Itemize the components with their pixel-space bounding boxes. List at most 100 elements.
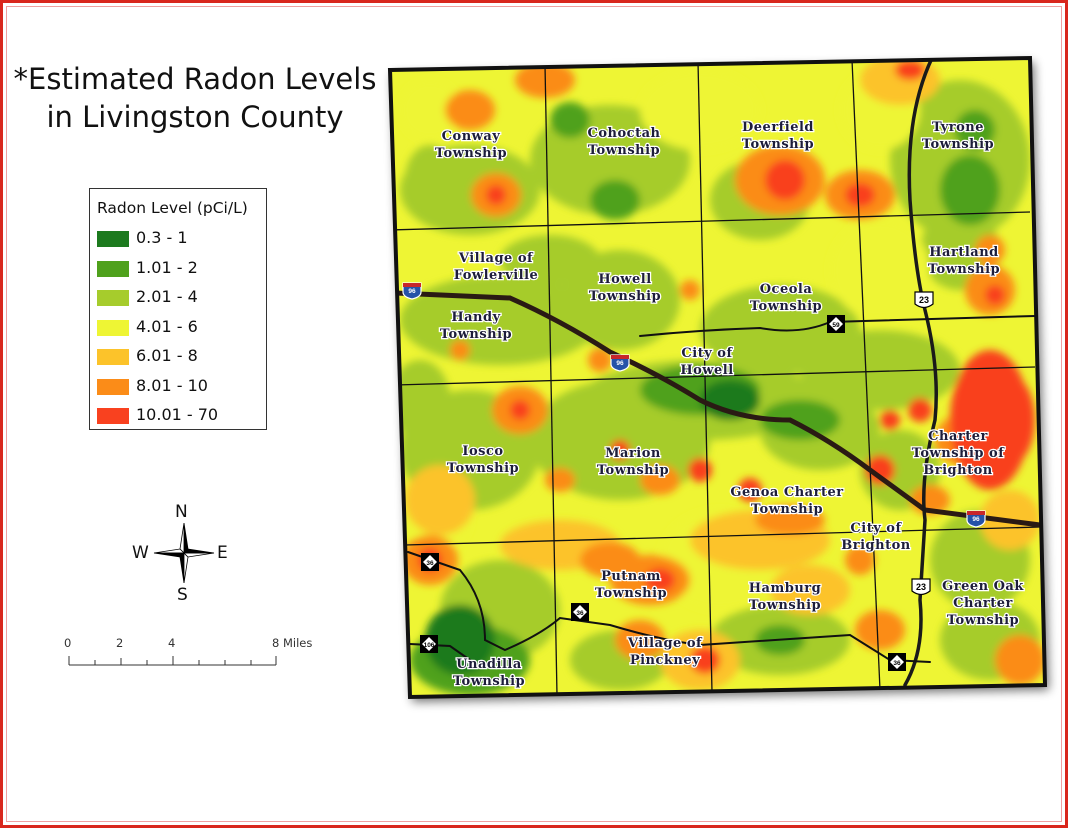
township-label-line: Township bbox=[440, 327, 512, 342]
state-shield-icon: 36 bbox=[571, 603, 589, 621]
township-label-line: Hartland bbox=[929, 245, 998, 260]
radon-zone bbox=[680, 280, 700, 300]
shield-number: 96 bbox=[616, 360, 624, 367]
radon-zone bbox=[985, 285, 1005, 305]
legend-swatch bbox=[97, 319, 129, 336]
township-label-line: Handy bbox=[451, 310, 500, 325]
radon-zone bbox=[588, 348, 612, 372]
county-border bbox=[387, 55, 1048, 700]
radon-zone bbox=[985, 375, 1035, 465]
radon-zone bbox=[855, 610, 905, 650]
us-shield-icon: 23 bbox=[911, 578, 931, 596]
state-shield-icon: 59 bbox=[827, 315, 845, 333]
township-label: Oceola Township bbox=[749, 281, 823, 316]
state-shield-icon: 36 bbox=[421, 553, 439, 571]
township-label-line: Green Oak bbox=[942, 579, 1024, 594]
township-label-line: Township bbox=[589, 289, 661, 304]
township-label-line: Township bbox=[742, 137, 814, 152]
shield-number: 23 bbox=[919, 295, 929, 305]
map-title: *Estimated Radon Levels in Livingston Co… bbox=[13, 62, 377, 134]
legend-label: 2.01 - 4 bbox=[136, 287, 198, 306]
township-label-line: Howell bbox=[680, 363, 733, 378]
radon-zone bbox=[800, 330, 960, 410]
radon-zone bbox=[640, 70, 760, 150]
legend-label: 1.01 - 2 bbox=[136, 257, 198, 277]
township-label-line: Township bbox=[750, 299, 822, 314]
compass-n: N bbox=[175, 502, 188, 522]
legend-swatch bbox=[97, 290, 129, 306]
township-label-line: Conway bbox=[442, 129, 501, 144]
radon-zone bbox=[760, 400, 840, 440]
compass-w: W bbox=[132, 543, 149, 563]
radon-zone bbox=[445, 90, 495, 130]
township-label-line: Marion bbox=[605, 446, 661, 461]
radon-zone bbox=[830, 220, 930, 320]
legend-swatch bbox=[97, 378, 129, 395]
radon-zone bbox=[500, 235, 600, 285]
legend-label: 4.01 - 6 bbox=[136, 316, 198, 336]
township-label-line: Township bbox=[947, 613, 1019, 628]
township-label-line: Oceola bbox=[760, 282, 813, 297]
shield-number: 36 bbox=[426, 560, 434, 567]
compass-s: S bbox=[177, 585, 188, 605]
township-label-line: Township bbox=[447, 461, 519, 476]
township-label: Howell Township bbox=[588, 271, 662, 306]
m-59 bbox=[639, 315, 1036, 337]
radon-zone bbox=[940, 155, 1000, 225]
radon-zone bbox=[450, 340, 470, 360]
township-label: Cohoctah Township bbox=[586, 125, 661, 160]
township-label: Village of Fowlerville bbox=[452, 250, 539, 285]
radon-zone bbox=[690, 646, 720, 674]
township-label-line: Township bbox=[922, 137, 994, 152]
township-label: Iosco Township bbox=[446, 443, 520, 478]
township-label-line: Cohoctah bbox=[588, 126, 661, 141]
township-label: Genoa Charter Township bbox=[729, 484, 844, 519]
legend-swatch bbox=[97, 349, 129, 365]
interstate-shield-icon: 96 bbox=[966, 510, 986, 528]
radon-zone bbox=[880, 410, 900, 430]
us-23 bbox=[903, 58, 938, 687]
legend: Radon Level (pCi/L) 0.3 - 1 1.01 - 2 2.01 … bbox=[89, 188, 267, 430]
radon-zone bbox=[908, 398, 932, 422]
township-label: Conway Township bbox=[434, 128, 508, 163]
shield-number: 23 bbox=[916, 582, 926, 592]
radon-zone bbox=[590, 180, 640, 220]
township-label-line: Brighton bbox=[841, 538, 910, 553]
township-label-line: Deerfield bbox=[742, 120, 814, 135]
scale-bar: 0 2 4 8 Miles bbox=[64, 636, 313, 666]
township-label-line: Township bbox=[453, 674, 525, 689]
township-label-line: Fowlerville bbox=[454, 268, 539, 283]
radon-zone bbox=[400, 80, 460, 140]
township-label: Deerfield Township bbox=[741, 119, 815, 154]
township-boundary bbox=[851, 59, 881, 691]
township-label-line: City of bbox=[681, 346, 733, 361]
township-label: Unadilla Township bbox=[452, 656, 526, 691]
radon-zone bbox=[845, 183, 875, 207]
radon-zone bbox=[688, 458, 712, 482]
township-label: Tyrone Township bbox=[921, 119, 995, 154]
shield-number: 59 bbox=[832, 322, 840, 329]
township-label-line: Charter bbox=[953, 596, 1013, 611]
radon-zone bbox=[865, 455, 895, 485]
radon-zone bbox=[845, 545, 875, 575]
township-label-line: Village of bbox=[627, 636, 703, 651]
township-label: Hartland Township bbox=[927, 244, 1001, 279]
township-label-line: City of bbox=[850, 521, 902, 536]
radon-zone bbox=[738, 478, 762, 502]
legend-swatch bbox=[97, 231, 129, 247]
township-label-line: Brighton bbox=[923, 463, 992, 478]
radon-zone bbox=[425, 605, 495, 675]
north-arrow: N W E S bbox=[130, 500, 240, 610]
legend-label: 0.3 - 1 bbox=[136, 228, 188, 247]
us-shield-icon: 23 bbox=[914, 291, 934, 309]
township-label-line: Township of bbox=[912, 446, 1005, 461]
legend-label: 6.01 - 8 bbox=[136, 346, 198, 365]
township-label-line: Township bbox=[749, 598, 821, 613]
township-label: City of Howell bbox=[679, 345, 734, 380]
township-label-line: Township bbox=[435, 146, 507, 161]
shield-number: 96 bbox=[408, 288, 416, 295]
township-label-line: Township bbox=[588, 143, 660, 158]
township-label: Hamburg Township bbox=[748, 580, 822, 615]
township-boundary bbox=[697, 61, 713, 693]
township-label: Green Oak Charter Township bbox=[941, 578, 1025, 630]
